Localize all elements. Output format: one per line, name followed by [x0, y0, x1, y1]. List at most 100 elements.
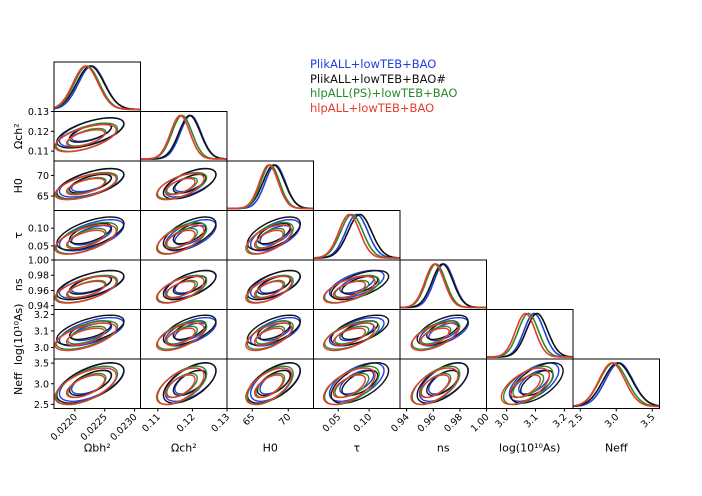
legend-item-plik-hash: PlikALL+lowTEB+BAO# [310, 71, 446, 86]
ylabel-omegach2: Ωch² [12, 123, 25, 149]
contour-logA-tau-series-3-68 [332, 327, 367, 347]
panel-omegach2-omegabh2 [53, 111, 141, 162]
contour-logA-H0-series-3-95 [245, 322, 293, 352]
panel-frame [226, 259, 314, 310]
contour-H0-omegach2-series-3-68 [164, 177, 196, 196]
marginal-logA-series-0 [486, 312, 573, 358]
panel-Neff-omegabh2 [53, 358, 141, 409]
contour-ns-omegach2-series-1-95 [162, 269, 217, 301]
marginal-logA-series-2 [486, 312, 573, 358]
ytick-label-logA-2: 3.2 [34, 310, 49, 321]
ylabel-ns: ns [12, 278, 25, 291]
xlabel-omegach2: Ωch² [171, 442, 197, 455]
xtick-label-omegach2-1: 0.12 [175, 412, 198, 435]
ytick-label-H0-0: 65 [37, 192, 49, 203]
xtick-label-ns-0: 0.94 [389, 412, 412, 435]
contour-ns-omegach2-series-3-95 [155, 275, 205, 304]
contour-Neff-tau-series-3-95 [322, 367, 376, 406]
contour-logA-ns-series-1-95 [416, 314, 469, 346]
contour-ns-tau-series-3-68 [332, 280, 367, 299]
ytick-label-Neff-2: 3.5 [34, 359, 49, 370]
contour-H0-omegabh2-series-3-95 [54, 172, 118, 201]
xtick-label-H0-0: 65 [241, 412, 257, 428]
contour-tau-omegach2-series-1-68 [172, 222, 207, 245]
xtick-label-ns-2: 0.98 [442, 412, 465, 435]
xlabel-H0: H0 [263, 442, 278, 455]
contour-H0-omegach2-series-3-95 [155, 172, 205, 201]
xlabel-Neff: Neff [605, 442, 628, 455]
contour-logA-omegabh2-series-3-68 [65, 327, 106, 347]
contour-logA-tau-series-3-95 [322, 322, 376, 352]
ytick-label-ns-1: 0.96 [28, 286, 49, 297]
panel-Neff-Neff [572, 358, 660, 409]
contour-logA-omegabh2-series-3-95 [54, 322, 118, 352]
contour-tau-omegabh2-series-3-68 [65, 229, 106, 250]
panel-Neff-logA [486, 358, 574, 409]
panel-Neff-ns [399, 358, 487, 409]
panel-Neff-omegach2 [140, 358, 228, 409]
panel-H0-H0 [226, 160, 314, 211]
panel-frame [226, 210, 314, 261]
xtick-label-omegabh2-1: 0.0225 [79, 412, 110, 443]
xtick-label-H0-1: 70 [277, 412, 293, 428]
contour-Neff-omegabh2-series-3-95 [54, 367, 118, 406]
ytick-label-omegach2-1: 0.12 [28, 127, 49, 138]
contour-ns-tau-series-2-95 [323, 274, 380, 304]
panel-frame [226, 309, 314, 360]
marginal-tau-series-0 [313, 213, 400, 259]
contour-Neff-tau-series-0-68 [339, 369, 375, 395]
xtick-label-tau-1: 0.10 [351, 412, 374, 435]
panel-ns-ns [399, 259, 487, 310]
panel-frame [140, 160, 228, 211]
ytick-label-ns-2: 0.98 [28, 271, 49, 282]
contour-ns-tau-series-3-95 [322, 275, 376, 304]
contour-ns-H0-series-3-68 [253, 280, 284, 299]
contour-logA-omegach2-series-1-95 [162, 314, 217, 346]
marginal-logA-series-1 [486, 312, 573, 358]
contour-Neff-ns-series-3-95 [410, 367, 459, 406]
contour-Neff-ns-series-3-68 [419, 374, 450, 399]
xlabel-omegabh2: Ωbh² [84, 442, 111, 455]
panel-logA-omegabh2 [53, 309, 141, 360]
contour-tau-H0-series-0-68 [259, 224, 292, 246]
panel-logA-tau [313, 309, 401, 360]
contour-logA-ns-series-3-95 [410, 322, 459, 352]
contour-logA-omegach2-series-3-95 [155, 322, 205, 352]
contour-ns-omegach2-series-0-95 [164, 269, 217, 300]
contour-Neff-omegach2-series-3-95 [155, 367, 205, 406]
marginal-omegabh2-series-1 [54, 65, 141, 111]
contour-tau-H0-series-0-95 [249, 218, 301, 252]
marginal-H0-series-3 [227, 164, 314, 210]
panel-frame [140, 210, 228, 261]
marginal-tau-series-3 [313, 213, 400, 259]
panel-omegach2-omegach2 [140, 111, 228, 162]
contour-Neff-H0-series-3-68 [253, 374, 284, 399]
legend-item-hlp-ps: hlpALL(PS)+lowTEB+BAO [310, 86, 458, 100]
xtick-label-Neff-1: 3.0 [603, 412, 621, 430]
ytick-label-ns-0: 0.94 [28, 301, 49, 312]
contour-logA-tau-series-1-95 [330, 314, 390, 346]
legend-item-hlp: hlpALL+lowTEB+BAO [310, 100, 435, 115]
panel-tau-omegabh2 [53, 210, 141, 261]
xtick-label-omegabh2-0: 0.0220 [49, 412, 80, 443]
ytick-label-omegach2-0: 0.11 [28, 147, 49, 158]
marginal-omegach2-series-1 [140, 114, 227, 160]
contour-H0-omegach2-series-1-95 [162, 167, 217, 200]
ylabel-logA: log(10¹⁰As) [12, 304, 25, 365]
xtick-label-logA-1: 3.1 [522, 412, 540, 430]
panel-tau-tau [313, 210, 401, 261]
marginal-Neff-series-3 [573, 362, 660, 408]
panel-Neff-H0 [226, 358, 314, 409]
ytick-label-omegach2-2: 0.13 [28, 107, 49, 118]
marginal-tau-series-1 [313, 213, 400, 259]
panel-logA-omegach2 [140, 309, 228, 360]
marginal-omegabh2-series-3 [54, 65, 141, 111]
ytick-label-Neff-1: 3.0 [34, 379, 49, 390]
panel-frame [399, 259, 487, 310]
xlabel-logA: log(10¹⁰As) [499, 442, 560, 455]
contour-Neff-logA-series-3-68 [509, 374, 542, 399]
marginal-ns-series-2 [400, 263, 487, 309]
ylabel-Neff: Neff [12, 372, 25, 395]
panel-H0-omegach2 [140, 160, 228, 211]
